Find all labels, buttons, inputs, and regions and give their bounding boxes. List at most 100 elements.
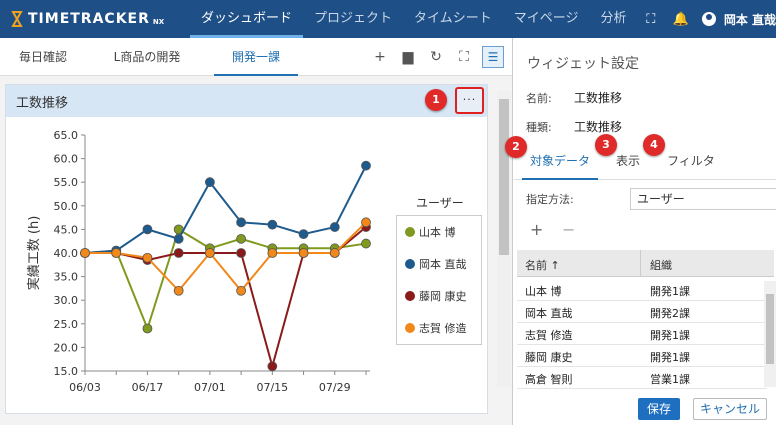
tab-l-product[interactable]: L商品の開発 bbox=[113, 50, 181, 64]
column-divider bbox=[640, 250, 641, 277]
scrollbar-thumb[interactable] bbox=[499, 99, 509, 255]
legend-item[interactable]: 山本 博 bbox=[405, 222, 456, 242]
step-badge-3: 3 bbox=[595, 134, 617, 156]
col-org-header[interactable]: 組織 bbox=[650, 259, 672, 272]
cancel-button[interactable]: キャンセル bbox=[693, 398, 767, 420]
grid-header: 名前 ↑ 組織 bbox=[517, 250, 774, 277]
fullscreen-icon[interactable]: ⛶ bbox=[646, 11, 656, 27]
table-row[interactable]: 志賀 修造 開発1課 bbox=[517, 323, 767, 345]
data-point bbox=[361, 217, 371, 228]
widget-settings-panel: ウィジェット設定 名前: 工数推移 種類: 工数推移 対象データ 表示 フィルタ… bbox=[514, 38, 776, 425]
x-tick-label: 07/15 bbox=[256, 381, 288, 394]
tab-filter[interactable]: フィルタ bbox=[667, 154, 715, 168]
chart-legend: 山本 博 岡本 直哉 藤岡 康史 志賀 修造 bbox=[396, 215, 482, 345]
widget-menu-button[interactable]: ··· bbox=[455, 87, 484, 114]
widget-title: 工数推移 bbox=[16, 95, 69, 111]
y-tick-label: 50.0 bbox=[54, 200, 79, 213]
series-line bbox=[85, 221, 367, 293]
series-line bbox=[84, 227, 367, 332]
nav-projects[interactable]: プロジェクト bbox=[314, 11, 393, 26]
bell-icon[interactable]: 🔔 bbox=[672, 11, 689, 27]
cell-org: 開発1課 bbox=[650, 351, 690, 364]
data-point bbox=[142, 323, 153, 334]
top-bar: TIMETRACKER NX ダッシュボード プロジェクト タイムシート マイペ… bbox=[0, 0, 776, 38]
y-axis-label: 実績工数 (h) bbox=[26, 216, 42, 291]
folder-icon[interactable]: ▆ bbox=[402, 49, 414, 65]
data-point bbox=[80, 248, 90, 258]
main-nav: ダッシュボード プロジェクト タイムシート マイページ 分析 bbox=[190, 0, 638, 38]
top-icons: ⛶ 🔔 岡本 直哉 bbox=[636, 0, 776, 38]
remove-icon[interactable]: − bbox=[562, 220, 576, 239]
add-icon[interactable]: + bbox=[530, 220, 544, 239]
series-line bbox=[84, 165, 367, 254]
step-badge-1: 1 bbox=[425, 89, 447, 111]
cell-name: 高倉 智則 bbox=[525, 373, 573, 386]
data-point bbox=[361, 160, 371, 171]
cell-org: 開発2課 bbox=[650, 307, 690, 320]
logo-suffix: NX bbox=[152, 18, 165, 26]
data-point bbox=[361, 238, 371, 249]
legend-label: 藤岡 康史 bbox=[419, 290, 467, 303]
nav-dashboard[interactable]: ダッシュボード bbox=[190, 0, 304, 38]
cell-org: 開発1課 bbox=[650, 285, 690, 298]
cell-name: 岡本 直哉 bbox=[525, 307, 573, 320]
x-tick-label: 07/29 bbox=[319, 381, 351, 394]
legend-dot bbox=[405, 259, 415, 269]
method-select[interactable]: ユーザー bbox=[630, 188, 776, 210]
table-row[interactable]: 藤岡 康史 開発1課 bbox=[517, 345, 767, 367]
cell-org: 開発1課 bbox=[650, 329, 690, 342]
y-tick-label: 60.0 bbox=[54, 153, 79, 166]
data-point bbox=[298, 248, 309, 258]
list-icon[interactable]: ☰ bbox=[482, 46, 504, 68]
user-name[interactable]: 岡本 直哉 bbox=[723, 12, 776, 27]
logo[interactable]: TIMETRACKER NX bbox=[0, 11, 190, 27]
plus-icon[interactable]: + bbox=[374, 49, 386, 65]
y-tick-label: 45.0 bbox=[54, 223, 79, 236]
scrollbar-thumb[interactable] bbox=[766, 294, 774, 364]
cell-name: 志賀 修造 bbox=[525, 329, 573, 342]
nav-mypage[interactable]: マイページ bbox=[513, 11, 579, 26]
tab-target-data[interactable]: 対象データ bbox=[521, 146, 599, 180]
legend-item[interactable]: 岡本 直哉 bbox=[405, 254, 467, 274]
legend-dot bbox=[405, 323, 415, 333]
y-tick-label: 15.0 bbox=[54, 365, 79, 378]
fullscreen-icon[interactable]: ⛶ bbox=[459, 49, 469, 65]
tab-daily-check[interactable]: 毎日確認 bbox=[18, 50, 67, 64]
dashboard-scrollbar[interactable] bbox=[497, 91, 511, 387]
name-value[interactable]: 工数推移 bbox=[574, 91, 623, 105]
legend-item[interactable]: 藤岡 康史 bbox=[405, 286, 467, 306]
data-point bbox=[236, 285, 247, 296]
legend-item[interactable]: 志賀 修造 bbox=[405, 318, 467, 338]
grid-scrollbar[interactable] bbox=[764, 281, 776, 387]
data-point bbox=[236, 217, 247, 228]
data-point bbox=[173, 285, 184, 296]
col-name-header[interactable]: 名前 ↑ bbox=[525, 259, 560, 272]
nav-analysis[interactable]: 分析 bbox=[600, 11, 627, 26]
logo-icon bbox=[11, 11, 23, 27]
tab-dev-section1[interactable]: 開発一課 bbox=[208, 38, 304, 76]
table-row[interactable]: 高倉 智則 営業1課 bbox=[517, 367, 767, 389]
table-row[interactable]: 山本 博 開発1課 bbox=[517, 279, 767, 301]
data-point bbox=[142, 252, 153, 263]
data-point bbox=[267, 248, 278, 258]
data-point bbox=[142, 224, 153, 235]
refresh-icon[interactable]: ↻ bbox=[430, 49, 442, 65]
save-button[interactable]: 保存 bbox=[638, 398, 680, 420]
data-point bbox=[173, 248, 184, 258]
y-tick-label: 65.0 bbox=[54, 129, 79, 142]
data-point bbox=[236, 233, 247, 244]
legend-label: 志賀 修造 bbox=[419, 322, 467, 335]
dashboard-tabs: 毎日確認 L商品の開発 開発一課 + ▆ ↻ ⛶ ☰ bbox=[0, 38, 512, 76]
y-tick-label: 40.0 bbox=[54, 247, 79, 260]
legend-dot bbox=[405, 291, 415, 301]
step-badge-2: 2 bbox=[505, 136, 527, 158]
legend-dot bbox=[405, 227, 415, 237]
user-avatar-icon[interactable] bbox=[701, 12, 716, 26]
x-tick-label: 06/17 bbox=[132, 381, 164, 394]
tab-display[interactable]: 表示 bbox=[616, 154, 641, 168]
nav-timesheet[interactable]: タイムシート bbox=[414, 11, 492, 26]
line-chart: 15.0 20.0 25.0 30.0 35.0 40.0 45.0 50.0 55.0 60.0… bbox=[26, 129, 371, 394]
data-point bbox=[204, 177, 215, 188]
y-tick-label: 25.0 bbox=[54, 318, 79, 331]
table-row[interactable]: 岡本 直哉 開発2課 bbox=[517, 301, 767, 323]
